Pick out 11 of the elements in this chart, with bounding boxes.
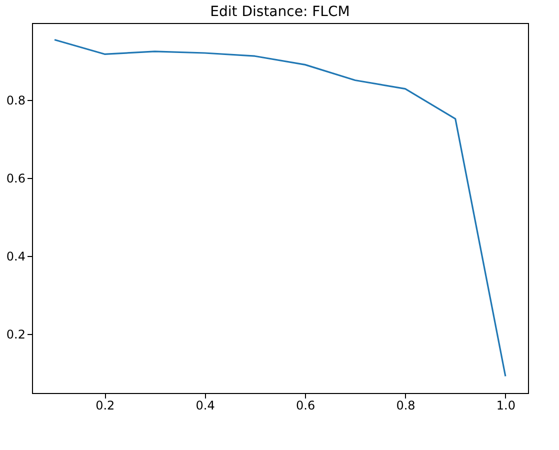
x-tick-label: 1.0 bbox=[496, 398, 516, 412]
x-tick-label: 0.8 bbox=[396, 398, 416, 412]
y-tick-label: 0.8 bbox=[6, 94, 26, 108]
chart-title: Edit Distance: FLCM bbox=[210, 4, 350, 20]
line-series bbox=[54, 38, 506, 378]
x-tick-label: 0.4 bbox=[196, 398, 215, 412]
y-tick-label: 0.4 bbox=[6, 249, 26, 264]
x-tick-label: 0.2 bbox=[96, 398, 115, 412]
x-tick-label: 0.6 bbox=[296, 398, 316, 412]
y-tick-label: 0.6 bbox=[6, 172, 26, 186]
y-tick-label: 0.2 bbox=[6, 327, 26, 342]
